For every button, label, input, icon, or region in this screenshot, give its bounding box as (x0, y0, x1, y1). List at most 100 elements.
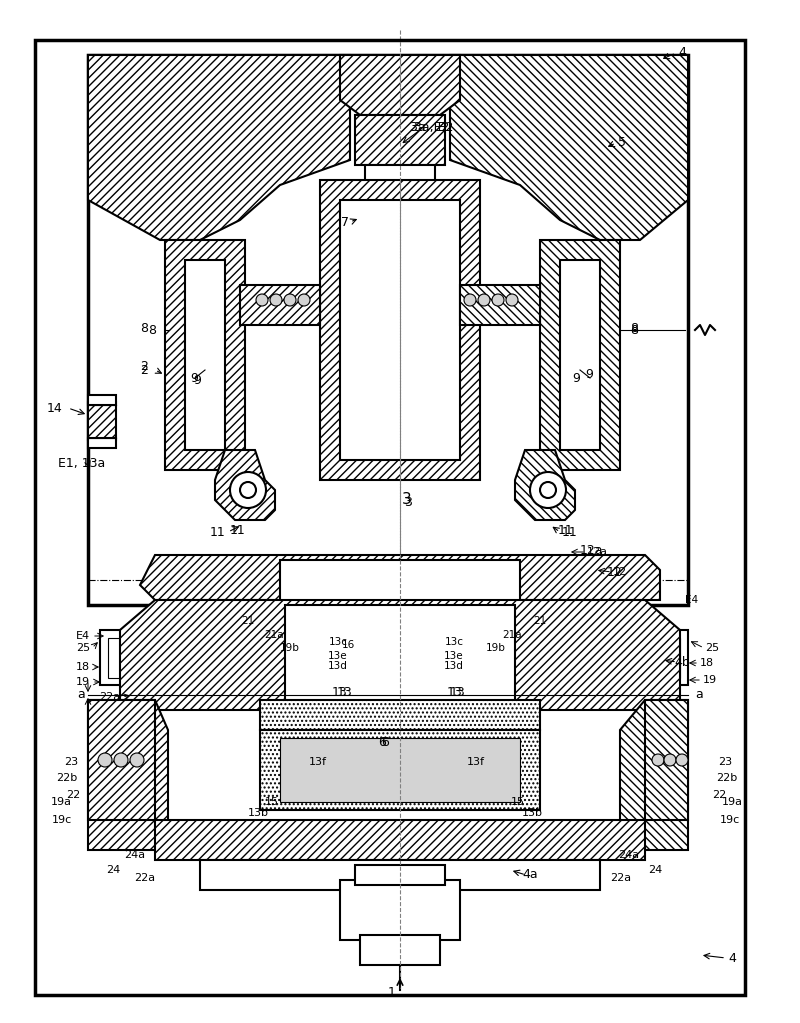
Text: 4b: 4b (674, 656, 690, 668)
Bar (35, 40, 745, 995)
Circle shape (130, 753, 144, 767)
Circle shape (478, 294, 490, 306)
Text: 9: 9 (190, 371, 198, 385)
Text: 3a, E2: 3a, E2 (410, 122, 450, 134)
Text: 18: 18 (76, 662, 90, 672)
Text: 13b: 13b (522, 808, 542, 818)
Circle shape (506, 294, 518, 306)
Circle shape (676, 754, 688, 766)
Text: 1: 1 (388, 986, 396, 999)
Polygon shape (340, 55, 460, 115)
Text: 19a: 19a (51, 797, 72, 807)
Text: 24: 24 (106, 865, 120, 875)
Text: 21a: 21a (502, 630, 522, 640)
Text: 2: 2 (140, 360, 148, 373)
Text: 12a: 12a (580, 543, 603, 557)
Text: 12: 12 (607, 566, 622, 578)
Text: 19: 19 (76, 677, 90, 687)
Text: E4: E4 (686, 595, 698, 605)
Text: 13: 13 (332, 686, 348, 700)
Circle shape (114, 753, 128, 767)
Bar (636, 638, 680, 678)
Text: 19c: 19c (720, 815, 740, 825)
Bar (240, 285, 320, 325)
Bar (560, 260, 600, 450)
Text: 13: 13 (450, 685, 466, 699)
Text: a: a (695, 688, 702, 702)
Text: 8: 8 (630, 323, 638, 337)
Text: 23: 23 (64, 757, 78, 767)
Text: 9: 9 (193, 373, 201, 387)
Circle shape (652, 754, 664, 766)
Text: 13d: 13d (444, 661, 464, 671)
Text: 7: 7 (341, 216, 349, 228)
Text: 6: 6 (378, 736, 386, 749)
Bar (365, 165, 435, 185)
Bar (88, 402, 116, 440)
Text: 3a, E2: 3a, E2 (414, 122, 454, 134)
Bar (628, 630, 688, 685)
Bar (340, 201, 460, 460)
Text: E4: E4 (76, 631, 90, 641)
Text: 19b: 19b (280, 643, 300, 653)
Text: 19: 19 (703, 675, 717, 685)
Text: 18: 18 (700, 658, 714, 668)
Bar (355, 115, 445, 165)
Bar (340, 880, 460, 940)
Text: 15: 15 (265, 797, 279, 807)
Text: 11: 11 (558, 524, 574, 536)
Text: 4: 4 (728, 951, 736, 965)
Polygon shape (120, 601, 680, 710)
Circle shape (530, 472, 566, 508)
Circle shape (464, 294, 476, 306)
Text: 24a: 24a (124, 850, 145, 860)
Text: 22b: 22b (716, 773, 738, 783)
Text: 13d: 13d (328, 661, 348, 671)
Text: 11: 11 (562, 527, 578, 539)
Text: 19a: 19a (722, 797, 743, 807)
Text: 3: 3 (404, 495, 412, 508)
Bar (540, 240, 620, 470)
Text: 21: 21 (534, 616, 546, 626)
Polygon shape (140, 555, 660, 601)
Bar (360, 935, 440, 965)
Polygon shape (620, 700, 688, 850)
Polygon shape (88, 700, 155, 820)
Text: 13e: 13e (328, 651, 348, 661)
Circle shape (298, 294, 310, 306)
Bar (88, 438, 116, 448)
Polygon shape (88, 700, 168, 850)
Circle shape (240, 482, 256, 498)
Text: a: a (78, 688, 85, 702)
Text: 19b: 19b (486, 643, 506, 653)
Text: 12: 12 (613, 567, 627, 577)
Text: 6: 6 (381, 736, 389, 749)
Bar (355, 865, 445, 885)
Text: 8: 8 (630, 321, 638, 335)
Bar (200, 860, 600, 890)
Bar (280, 738, 520, 802)
Text: 13e: 13e (444, 651, 464, 661)
Text: 22: 22 (66, 790, 80, 800)
Bar (100, 630, 160, 685)
Text: 13c: 13c (329, 637, 347, 647)
Text: 14: 14 (47, 401, 63, 414)
Bar (88, 395, 116, 405)
Text: 22: 22 (712, 790, 726, 800)
Bar (320, 180, 480, 480)
Text: 22b: 22b (56, 773, 77, 783)
Bar (88, 55, 688, 605)
Bar (460, 285, 540, 325)
Text: 8: 8 (140, 321, 148, 335)
Bar (165, 240, 245, 470)
Text: 22a: 22a (134, 873, 155, 883)
Text: 13: 13 (337, 685, 353, 699)
Text: 13f: 13f (467, 757, 485, 767)
Text: 22a: 22a (99, 692, 120, 702)
Circle shape (284, 294, 296, 306)
Text: 22a: 22a (610, 873, 631, 883)
Text: 13b: 13b (247, 808, 269, 818)
Text: 9: 9 (572, 371, 580, 385)
Polygon shape (515, 450, 575, 520)
Polygon shape (88, 55, 350, 240)
